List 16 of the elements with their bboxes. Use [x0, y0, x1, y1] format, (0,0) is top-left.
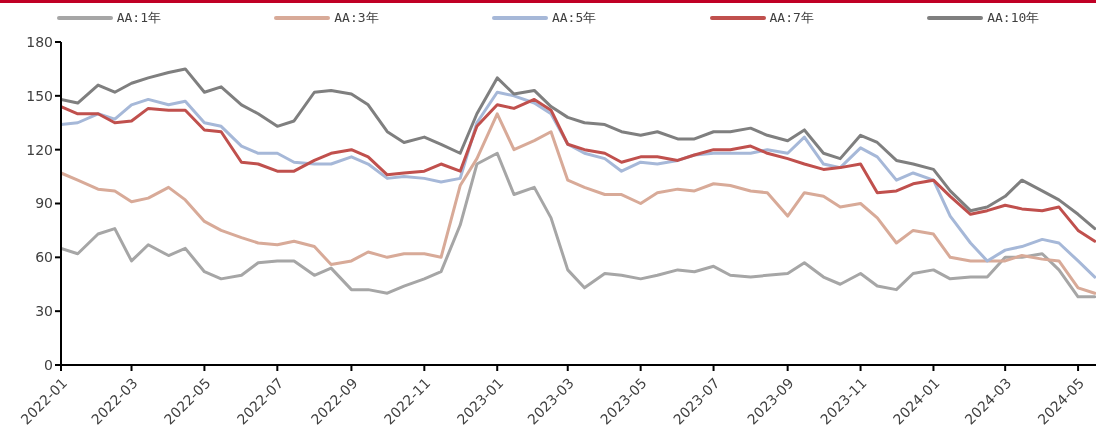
y-tick-label: 30: [35, 303, 53, 320]
y-tick-label: 90: [35, 195, 53, 212]
y-tick-label: 150: [26, 87, 53, 104]
legend-label: AA:5年: [551, 9, 597, 27]
y-tick-label: 120: [26, 141, 53, 158]
line-series: [61, 67, 1096, 231]
y-tick-label: 60: [35, 249, 53, 266]
legend-label: AA:7年: [769, 9, 814, 27]
y-tick-label: 180: [26, 33, 53, 50]
line-series: [61, 151, 1096, 299]
line-series: [61, 97, 1096, 243]
legend-label: AA:1年: [116, 9, 161, 27]
y-tick-label: 0: [44, 356, 53, 373]
line-series: [61, 112, 1096, 295]
legend-label: AA:10年: [987, 9, 1040, 27]
legend-label: AA:3年: [334, 9, 379, 27]
